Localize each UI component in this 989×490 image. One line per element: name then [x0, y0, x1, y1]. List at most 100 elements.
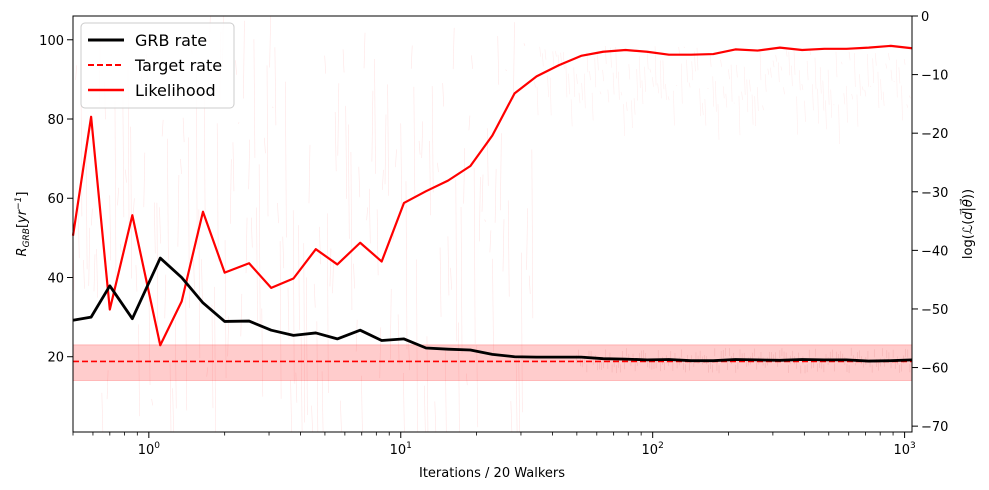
y-left-tick-label: 40	[47, 271, 64, 286]
walker-trace	[835, 51, 838, 78]
walker-trace	[717, 104, 720, 140]
walker-trace	[657, 83, 659, 94]
walker-trace	[188, 137, 190, 309]
walker-trace	[295, 372, 298, 403]
walker-trace	[311, 405, 313, 433]
walker-trace	[806, 60, 809, 81]
walker-trace	[631, 100, 633, 129]
walker-trace	[720, 59, 722, 67]
walker-trace	[473, 167, 476, 344]
walker-trace	[122, 94, 125, 218]
walker-trace	[809, 49, 812, 56]
walker-trace	[534, 81, 536, 88]
walker-trace	[785, 50, 788, 57]
y-right-tick-label: 0	[921, 10, 929, 25]
walker-trace	[321, 371, 324, 433]
walker-trace	[646, 51, 649, 70]
legend-label-grb-rate: GRB rate	[135, 31, 207, 50]
walker-trace	[230, 159, 232, 224]
walker-trace	[751, 94, 754, 125]
walker-trace	[861, 86, 864, 91]
walker-trace	[707, 88, 709, 90]
walker-trace	[851, 93, 853, 100]
walker-trace	[623, 103, 625, 136]
walker-trace	[77, 204, 80, 259]
walker-trace	[169, 362, 172, 433]
walker-trace	[770, 67, 772, 78]
walker-trace	[604, 45, 607, 65]
walker-trace	[641, 80, 644, 104]
walker-trace	[232, 142, 235, 192]
walker-trace	[91, 208, 93, 226]
walker-trace	[426, 336, 429, 433]
walker-trace	[366, 207, 368, 221]
walker-trace	[555, 50, 557, 57]
walker-trace	[216, 123, 219, 262]
walker-trace	[287, 287, 290, 340]
walker-trace	[801, 83, 804, 90]
walker-trace	[492, 258, 494, 353]
walker-trace	[235, 60, 237, 75]
legend-label-target-rate: Target rate	[134, 56, 222, 75]
walker-trace	[413, 86, 416, 198]
walker-trace	[392, 234, 395, 241]
walker-trace	[376, 209, 379, 276]
walker-trace	[479, 177, 481, 242]
walker-trace	[683, 46, 686, 49]
walker-trace	[429, 141, 431, 216]
walker-trace	[395, 149, 397, 168]
walker-trace	[709, 53, 712, 67]
walker-trace	[696, 47, 699, 71]
walker-trace	[793, 50, 796, 75]
y-right-tick-label: −30	[921, 186, 948, 201]
walker-trace	[450, 267, 452, 290]
walker-trace	[324, 55, 326, 74]
walker-trace	[363, 32, 366, 69]
walker-trace	[463, 148, 465, 204]
walker-trace	[75, 65, 77, 80]
walker-trace	[300, 335, 303, 433]
walker-trace	[437, 162, 439, 173]
walker-trace	[497, 36, 500, 85]
walker-trace	[589, 71, 591, 81]
walker-trace	[667, 96, 670, 101]
walker-trace	[712, 76, 715, 107]
walker-trace	[701, 102, 704, 116]
walker-trace	[783, 87, 785, 95]
walker-trace	[597, 52, 599, 71]
walker-trace	[403, 373, 405, 433]
walker-trace	[114, 100, 117, 280]
walker-trace	[193, 258, 195, 296]
walker-trace	[565, 64, 568, 98]
walker-trace	[494, 168, 497, 223]
walker-trace	[214, 286, 216, 433]
walker-trace	[825, 100, 827, 130]
walker-trace	[903, 58, 906, 65]
walker-trace	[481, 174, 484, 212]
walker-trace	[660, 60, 662, 99]
walker-trace	[83, 259, 85, 289]
walker-trace	[691, 61, 694, 81]
walker-trace	[521, 252, 523, 413]
walker-trace	[256, 207, 258, 322]
y-left-tick-label: 80	[47, 113, 64, 128]
legend-label-likelihood: Likelihood	[135, 81, 216, 100]
walker-trace	[552, 51, 555, 66]
walker-trace	[757, 87, 759, 112]
walker-trace	[379, 327, 382, 379]
walker-trace	[337, 83, 340, 156]
y-left-tick-label: 20	[47, 351, 64, 366]
walker-trace	[738, 95, 741, 136]
walker-trace	[513, 22, 515, 100]
y-right-tick-label: −70	[921, 420, 948, 435]
walker-trace	[250, 217, 253, 248]
walker-trace	[298, 225, 300, 330]
walker-trace	[185, 296, 188, 411]
walker-trace	[460, 206, 463, 354]
walker-trace	[741, 91, 743, 101]
walker-trace	[489, 230, 492, 253]
series-line-grb-rate	[72, 256, 913, 363]
walker-trace	[277, 203, 279, 224]
walker-trace	[547, 75, 549, 98]
